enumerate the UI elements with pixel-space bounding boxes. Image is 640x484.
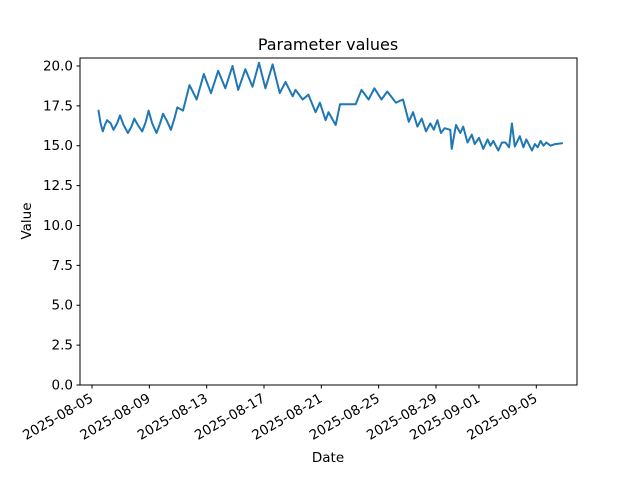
y-tick-label: 10.0 [43,218,73,234]
y-tick-label: 15.0 [43,138,73,154]
plot-area [79,57,578,386]
x-axis-ticks: 2025-08-052025-08-092025-08-132025-08-17… [20,385,540,444]
y-tick-label: 20.0 [43,58,73,74]
y-tick-label: 17.5 [43,98,73,114]
y-tick-label: 7.5 [52,258,73,274]
x-axis-label: Date [312,450,344,466]
y-tick-label: 2.5 [52,338,73,354]
y-axis-label: Value [19,202,35,239]
chart-title: Parameter values [258,35,398,54]
y-tick-label: 12.5 [43,178,73,194]
data-line-series [97,61,564,152]
y-axis-ticks: 0.0 2.5 5.0 7.5 10.0 12.5 15.0 17.5 20.0 [43,58,80,394]
y-tick-label: 0.0 [52,378,73,394]
y-tick-label: 5.0 [52,298,73,314]
